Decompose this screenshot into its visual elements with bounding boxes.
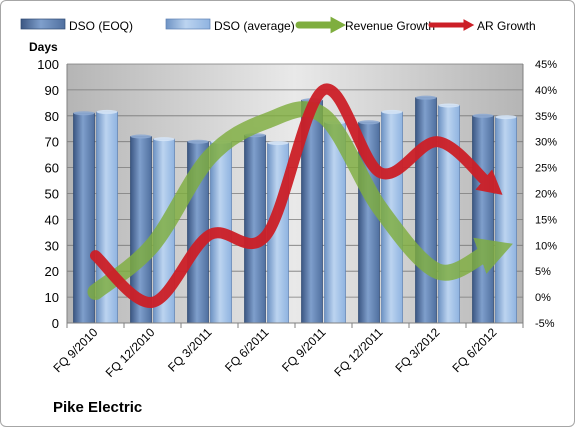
y-tick-label: 0 [52, 316, 59, 331]
y2-tick-label: 30% [535, 137, 557, 149]
company-name: Pike Electric [53, 399, 143, 416]
y-tick-label: 60 [45, 161, 59, 176]
y-tick-label: 30 [45, 238, 59, 253]
y2-tick-label: 10% [535, 240, 557, 252]
legend-label: DSO (average) [214, 19, 295, 33]
bar-top [358, 120, 380, 125]
y2-tick-label: 25% [535, 163, 557, 175]
bar-top [130, 134, 152, 139]
bar-top [495, 115, 517, 120]
legend: DSO (EOQ) DSO (average) Revenue Growth AR G… [20, 16, 536, 34]
legend-label: DSO (EOQ) [69, 19, 133, 33]
legend-swatch [165, 18, 211, 30]
legend-label: Revenue Growth [345, 19, 435, 33]
y-tick-label: 80 [45, 109, 59, 124]
bar-top [267, 140, 289, 145]
y-tick-label: 50 [45, 187, 59, 202]
bar-top [381, 109, 403, 114]
series-line [87, 101, 513, 300]
y2-tick-label: 5% [535, 266, 551, 278]
bar-top [153, 137, 175, 142]
bar-top [472, 113, 494, 118]
y-axis-title: Days [29, 40, 58, 54]
bar-top [73, 111, 95, 116]
y-tick-label: 70 [45, 135, 59, 150]
bar [495, 116, 517, 324]
legend-swatch [20, 18, 66, 30]
y-tick-label: 90 [45, 83, 59, 98]
y-tick-label: 10 [45, 290, 59, 305]
y2-tick-label: -5% [535, 318, 555, 330]
x-tick-label: FQ 9/2011 [279, 325, 329, 375]
bar [244, 134, 266, 324]
y-tick-label: 20 [45, 264, 59, 279]
y2-tick-label: 35% [535, 111, 557, 123]
bar-top [96, 109, 118, 114]
bar [415, 97, 437, 324]
bar [472, 115, 494, 324]
y2-tick-label: 0% [535, 292, 551, 304]
y2-tick-label: 45% [535, 59, 557, 71]
x-tick-label: FQ 6/2012 [449, 325, 499, 375]
bar-top [438, 103, 460, 108]
x-tick-label: FQ 12/2010 [103, 325, 158, 380]
y-tick-label: 40 [45, 212, 59, 227]
x-tick-label: FQ 6/2011 [222, 325, 272, 375]
y2-tick-label: 40% [535, 85, 557, 97]
bar-top [187, 139, 209, 144]
y2-tick-label: 20% [535, 189, 557, 201]
bar-top [415, 95, 437, 100]
x-tick-label: FQ 9/2010 [50, 325, 100, 375]
legend-label: AR Growth [477, 19, 536, 33]
x-tick-label: FQ 12/2011 [331, 325, 385, 379]
x-tick-label: FQ 3/2011 [165, 325, 215, 375]
y2-tick-label: 15% [535, 214, 557, 226]
y-tick-label: 100 [37, 57, 59, 72]
series-line [90, 83, 503, 308]
x-tick-label: FQ 3/2012 [392, 325, 442, 375]
